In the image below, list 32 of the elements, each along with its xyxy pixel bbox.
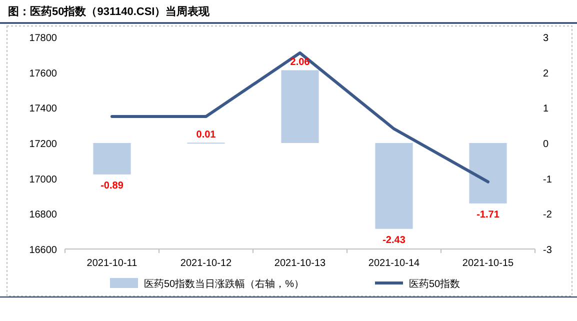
- legend-label: 医药50指数: [409, 278, 460, 290]
- bar: [375, 143, 413, 229]
- y2-tick-label: 0: [543, 139, 549, 150]
- bar: [93, 143, 131, 174]
- line-series: [110, 51, 490, 184]
- bar: [469, 143, 507, 204]
- y2-tick-label: -3: [543, 245, 552, 256]
- data-label: 0.01: [196, 130, 216, 141]
- y-tick-label: 17800: [29, 33, 58, 44]
- y-tick-label: 16800: [29, 210, 58, 221]
- x-tick-label: 2021-10-11: [86, 258, 138, 269]
- y-tick-label: 17400: [29, 104, 58, 115]
- x-tick-label: 2021-10-14: [368, 258, 420, 269]
- x-tick-label: 2021-10-15: [462, 258, 514, 269]
- y-tick-label: 16600: [29, 245, 58, 256]
- legend-label: 医药50指数当日涨跌幅（右轴，%）: [144, 278, 304, 290]
- y-tick-label: 17000: [29, 174, 58, 186]
- x-tick-label: 2021-10-12: [180, 258, 232, 269]
- bar: [281, 70, 319, 143]
- data-label: 2.06: [290, 57, 310, 68]
- chart-title: 图：医药50指数（931140.CSI）当周表现: [8, 5, 211, 18]
- y-tick-label: 17200: [29, 139, 58, 150]
- y2-tick-label: -2: [543, 210, 552, 221]
- data-label: -2.43: [382, 234, 406, 246]
- y2-tick-label: 2: [543, 68, 549, 80]
- x-tick-label: 2021-10-13: [274, 258, 326, 269]
- data-label: -1.71: [476, 209, 500, 220]
- y-tick-label: 17600: [29, 68, 58, 80]
- data-label: -0.89: [100, 180, 124, 192]
- y2-tick-label: -1: [543, 174, 552, 186]
- y2-tick-label: 1: [543, 104, 549, 115]
- y2-tick-label: 3: [543, 33, 549, 44]
